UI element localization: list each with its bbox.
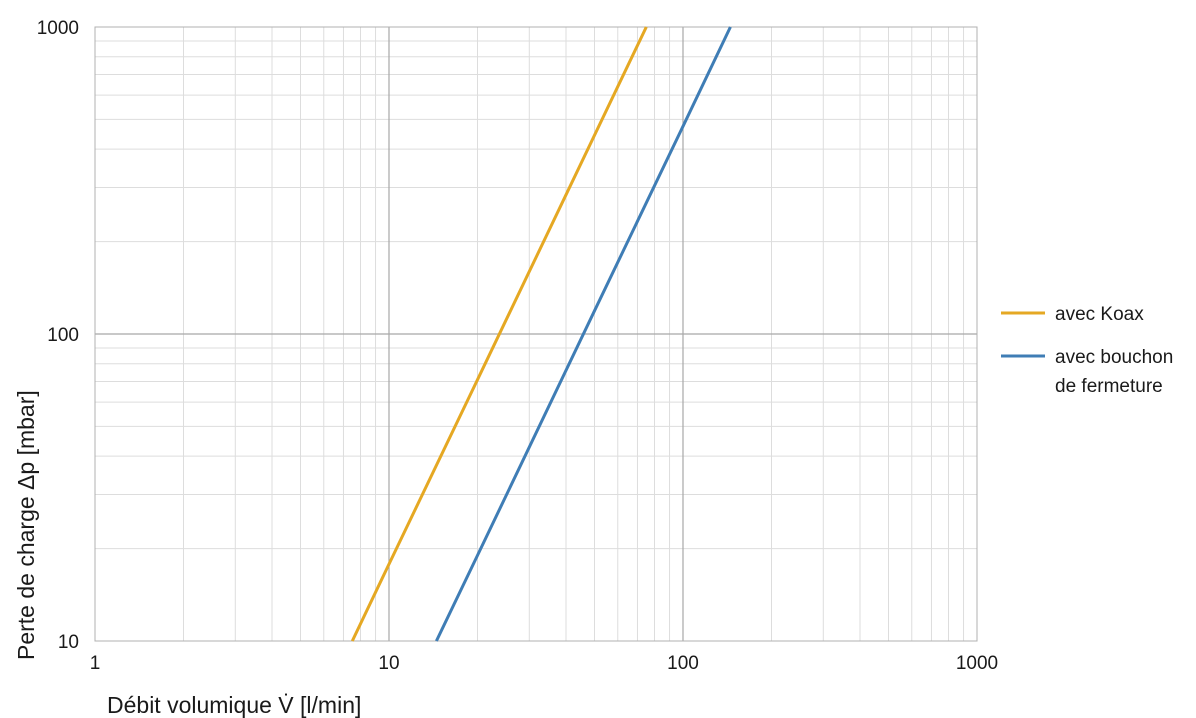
x-axis-tick-labels: 1 10 100 1000 [90,653,998,674]
y-tick-label: 1000 [37,18,79,39]
series-line-1 [350,26,648,642]
legend-label: avec Koax [1055,304,1144,325]
x-tick-label: 1 [90,653,101,674]
x-axis-title: Débit volumique V̇ [l/min] [107,692,361,718]
legend: avec Koax avec bouchon de fermeture [1001,304,1173,397]
legend-item-1: avec Koax [1001,304,1144,325]
y-tick-label: 100 [47,325,79,346]
y-axis-title: Perte de charge Δp [mbar] [13,390,39,660]
series-layer [350,26,732,642]
y-tick-label: 10 [58,632,79,653]
x-tick-label: 100 [667,653,699,674]
legend-label: de fermeture [1055,376,1163,397]
series-line-2 [435,26,732,642]
x-tick-label: 10 [378,653,399,674]
plot-area-frame [94,26,978,642]
legend-label: avec bouchon [1055,347,1173,368]
y-axis-tick-labels: 10 100 1000 [37,18,79,653]
x-tick-label: 1000 [956,653,998,674]
legend-item-2: avec bouchon de fermeture [1001,347,1173,397]
